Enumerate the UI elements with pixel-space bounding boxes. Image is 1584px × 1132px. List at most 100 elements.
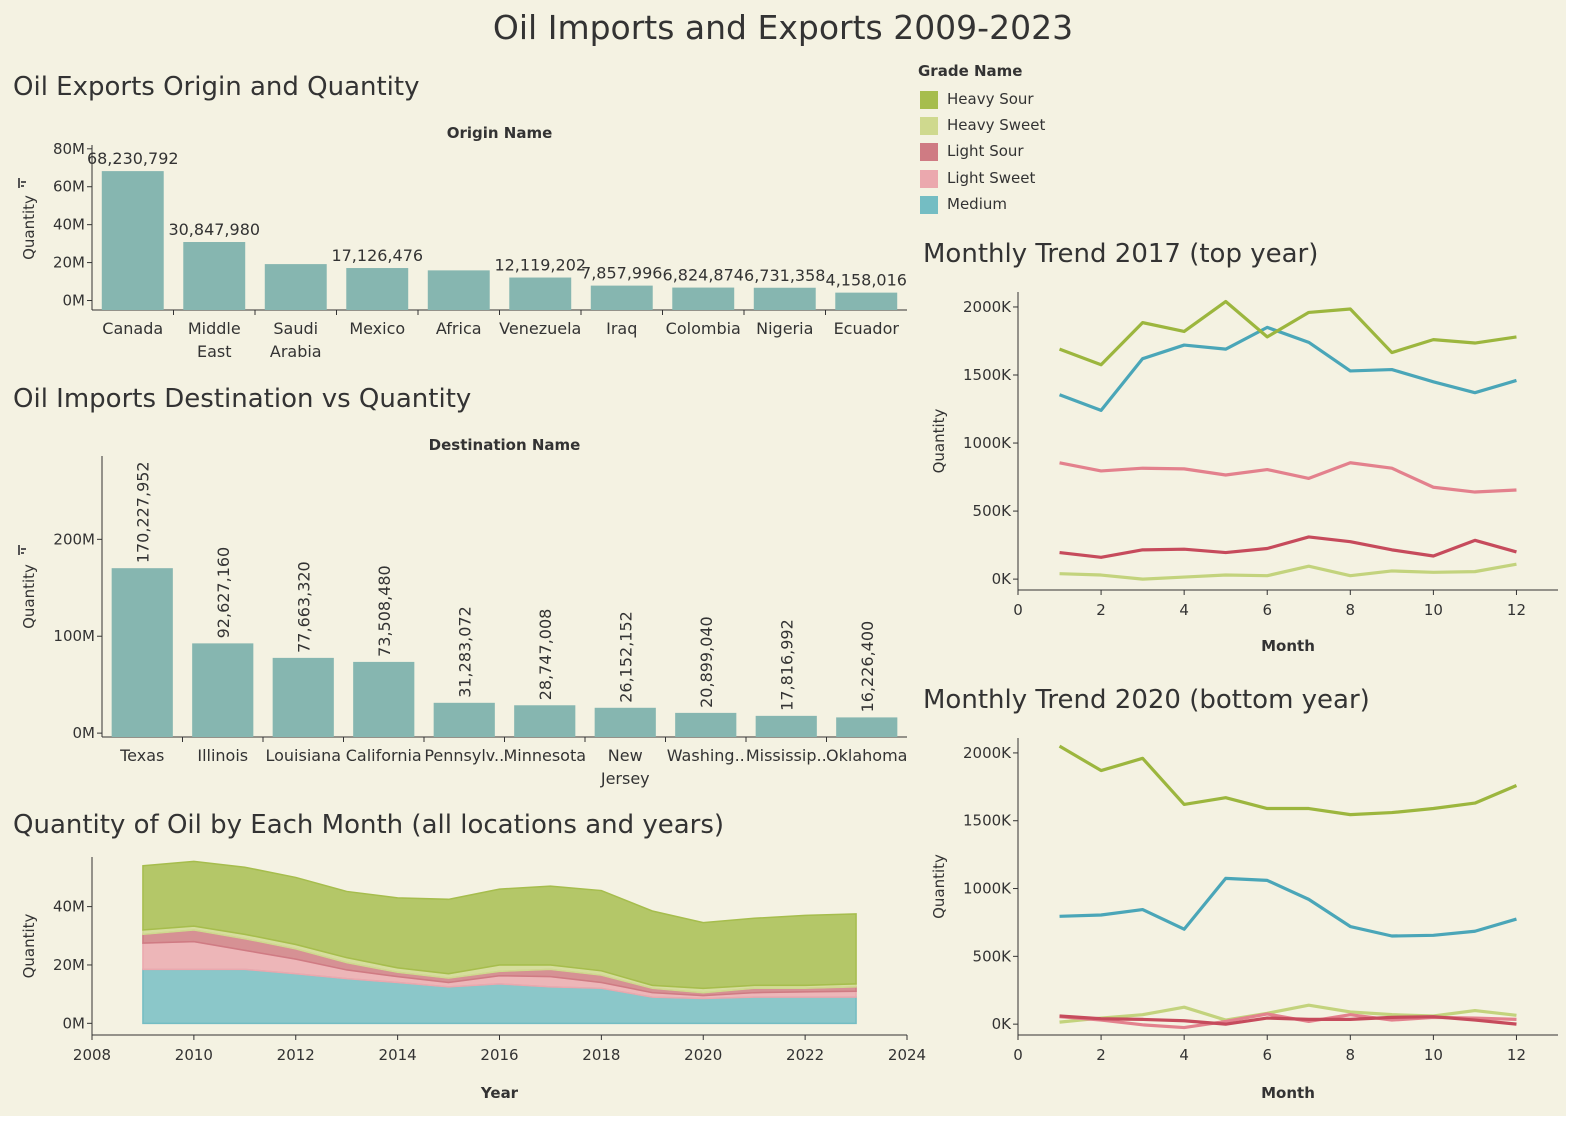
imports-y-tick-label: 100M [53, 627, 95, 645]
exports-bar [264, 264, 327, 310]
imports-category-label: New [608, 746, 643, 765]
trend2017-x-tick-label: 2 [1096, 601, 1106, 619]
trend2017-x-tick-label: 12 [1507, 601, 1526, 619]
exports-chart: Origin Name Quantity 0M 20M 40M 60M 80M68,230,… [20, 124, 907, 361]
dashboard: Oil Imports and Exports 2009-2023 Oil Ex… [0, 0, 1566, 1116]
trend2020-x-tick-label: 2 [1096, 1046, 1106, 1064]
area-chart: 0M 20M 40M 2008 2010 2012 2014 2016 2018 2020 2022… [20, 857, 926, 1102]
exports-y-tick-label: 0M [63, 292, 86, 310]
area-x-tick-label: 2012 [277, 1046, 315, 1064]
trend2017-series-medium [1058, 325, 1517, 412]
trend2017-chart: 0K 500K 1000K 1500K 2000K 0 2 4 6 8 10 12 Month Quant… [930, 292, 1558, 655]
area-x-axis-title: Year [480, 1084, 519, 1102]
dashboard-title: Oil Imports and Exports 2009-2023 [492, 8, 1074, 47]
imports-bar [272, 657, 334, 737]
imports-bar [192, 643, 254, 737]
trend2020-x-tick-label: 12 [1507, 1046, 1526, 1064]
exports-header: Origin Name [447, 124, 553, 142]
imports-data-label: 73,508,480 [375, 565, 394, 657]
imports-data-label: 28,747,008 [536, 609, 555, 701]
exports-data-label: 4,158,016 [826, 271, 907, 290]
area-chart-title: Quantity of Oil by Each Month (all locat… [13, 810, 725, 840]
trend2020-x-tick-label: 8 [1346, 1046, 1356, 1064]
area-series-heavy-sour [142, 860, 857, 990]
area-x-tick-label: 2008 [73, 1046, 111, 1064]
imports-bar [353, 661, 415, 737]
trend2020-series-light-sour [1059, 1014, 1517, 1026]
area-x-tick-label: 2010 [175, 1046, 213, 1064]
exports-data-label: 6,824,874 [663, 266, 744, 285]
trend2017-series-heavy-sweet [1059, 562, 1517, 581]
exports-category-label: East [197, 342, 232, 361]
exports-y-tick-label: 40M [53, 216, 85, 234]
trend2017-y-tick-label: 0K [992, 570, 1013, 588]
trend2017-x-tick-label: 4 [1179, 601, 1189, 619]
exports-category-label: Middle [188, 319, 241, 338]
imports-y-axis-title: Quantity [20, 564, 38, 629]
imports-y-tick-label: 200M [53, 530, 95, 548]
charts-canvas: Origin NameQuantity0M20M40M60M80M68,230,… [18, 124, 1558, 1102]
trend2020-y-tick-label: 1500K [963, 812, 1012, 830]
trend2017-x-tick-label: 8 [1346, 601, 1356, 619]
exports-data-label: 12,119,202 [494, 256, 586, 275]
exports-bar [101, 171, 164, 310]
imports-category-label: Mississip.. [746, 746, 827, 765]
trend2020-series-heavy-sour [1058, 744, 1518, 817]
imports-data-label: 31,283,072 [455, 606, 474, 698]
trend2017-chart-title: Monthly Trend 2017 (top year) [923, 239, 1319, 269]
trend2020-x-tick-label: 0 [1013, 1046, 1023, 1064]
exports-bar [346, 268, 409, 310]
exports-bar [183, 242, 246, 310]
exports-data-label: 30,847,980 [168, 220, 260, 239]
trend2020-series-medium [1059, 876, 1517, 938]
legend-label: Heavy Sweet [947, 116, 1046, 134]
imports-bar [111, 568, 173, 737]
trend2020-x-tick-label: 6 [1262, 1046, 1272, 1064]
imports-data-label: 17,816,992 [777, 619, 796, 711]
trend2017-x-axis-title: Month [1261, 637, 1315, 655]
trend2017-y-tick-label: 1500K [963, 366, 1012, 384]
imports-data-label: 16,226,400 [858, 621, 877, 713]
sort-icon [21, 552, 24, 554]
imports-category-label: Washing.. [667, 746, 745, 765]
exports-category-label: Saudi [273, 319, 318, 338]
exports-data-label: 68,230,792 [87, 149, 179, 168]
exports-category-label: Colombia [666, 319, 741, 338]
trend2017-series-light-sweet [1059, 461, 1517, 494]
area-x-tick-label: 2018 [582, 1046, 620, 1064]
legend-label: Medium [947, 195, 1007, 213]
exports-bar [753, 287, 816, 310]
imports-data-label: 20,899,040 [697, 616, 716, 708]
legend-label: Heavy Sour [947, 90, 1034, 108]
exports-bar [672, 287, 735, 310]
imports-category-label: Jersey [600, 769, 650, 788]
imports-data-label: 26,152,152 [616, 611, 635, 703]
exports-category-label: Canada [102, 319, 163, 338]
exports-category-label: Venezuela [499, 319, 581, 338]
area-y-tick-label: 40M [53, 898, 85, 916]
legend-swatch [920, 143, 938, 161]
trend2020-y-tick-label: 500K [973, 947, 1013, 965]
area-x-tick-label: 2016 [480, 1046, 518, 1064]
sort-icon [18, 178, 20, 188]
imports-y-tick-label: 0M [73, 724, 96, 742]
trend2020-x-tick-label: 4 [1179, 1046, 1189, 1064]
imports-category-label: Minnesota [503, 746, 586, 765]
imports-data-label: 170,227,952 [133, 461, 152, 563]
trend2017-y-tick-label: 2000K [963, 298, 1012, 316]
imports-bar [836, 717, 898, 737]
exports-bar [590, 285, 653, 310]
exports-y-tick-label: 80M [53, 140, 85, 158]
area-x-tick-label: 2014 [379, 1046, 417, 1064]
legend-title: Grade Name [918, 62, 1023, 80]
legend-swatch [920, 170, 938, 188]
imports-data-label: 77,663,320 [294, 561, 313, 653]
trend2020-chart: 0K 500K 1000K 1500K 2000K 0 2 4 6 8 10 12 Month Quant… [930, 738, 1558, 1102]
imports-bar [755, 715, 817, 737]
exports-data-label: 17,126,476 [331, 246, 423, 265]
trend2020-x-tick-label: 10 [1424, 1046, 1443, 1064]
legend-label: Light Sour [947, 142, 1024, 160]
exports-category-label: Africa [436, 319, 482, 338]
trend2017-series-light-sour [1059, 535, 1517, 559]
exports-data-label: 6,731,358 [744, 266, 825, 285]
